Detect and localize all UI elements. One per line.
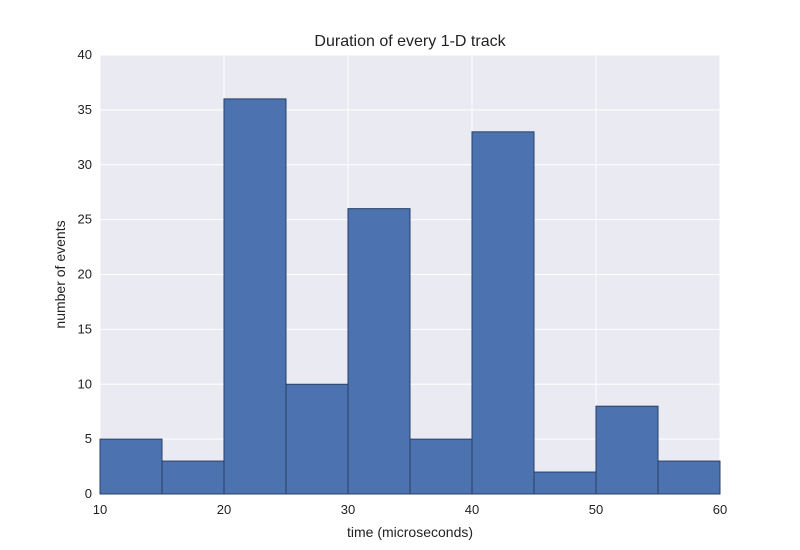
x-tick-label: 50 bbox=[589, 502, 603, 517]
x-axis-label: time (microseconds) bbox=[347, 524, 473, 540]
histogram-bar bbox=[409, 438, 473, 495]
y-tick-label: 10 bbox=[78, 376, 92, 391]
histogram-bar bbox=[285, 383, 349, 495]
y-tick-label: 0 bbox=[85, 486, 92, 501]
histogram-bar bbox=[595, 405, 659, 495]
y-tick-label: 5 bbox=[85, 431, 92, 446]
y-tick-label: 40 bbox=[78, 47, 92, 62]
x-tick-label: 20 bbox=[217, 502, 231, 517]
x-tick-label: 40 bbox=[465, 502, 479, 517]
chart-title: Duration of every 1-D track bbox=[314, 33, 506, 50]
y-tick-label: 20 bbox=[78, 267, 92, 282]
y-axis-label: number of events bbox=[52, 220, 68, 328]
histogram-bar bbox=[657, 460, 721, 495]
y-tick-labels: 0 5 10 15 20 25 30 35 40 bbox=[78, 47, 92, 501]
histogram-bar bbox=[471, 131, 535, 495]
x-tick-label: 60 bbox=[713, 502, 727, 517]
y-tick-label: 25 bbox=[78, 212, 92, 227]
y-tick-label: 35 bbox=[78, 102, 92, 117]
histogram-bar bbox=[347, 208, 411, 495]
histogram-bar bbox=[99, 438, 163, 495]
histogram-bar bbox=[223, 98, 287, 495]
y-tick-label: 15 bbox=[78, 321, 92, 336]
x-tick-label: 30 bbox=[341, 502, 355, 517]
histogram-bar bbox=[161, 460, 225, 495]
y-tick-label: 30 bbox=[78, 157, 92, 172]
histogram-bar bbox=[533, 471, 597, 495]
x-tick-labels: 10 20 30 40 50 60 bbox=[93, 502, 727, 517]
bars bbox=[99, 98, 721, 495]
x-tick-label: 10 bbox=[93, 502, 107, 517]
